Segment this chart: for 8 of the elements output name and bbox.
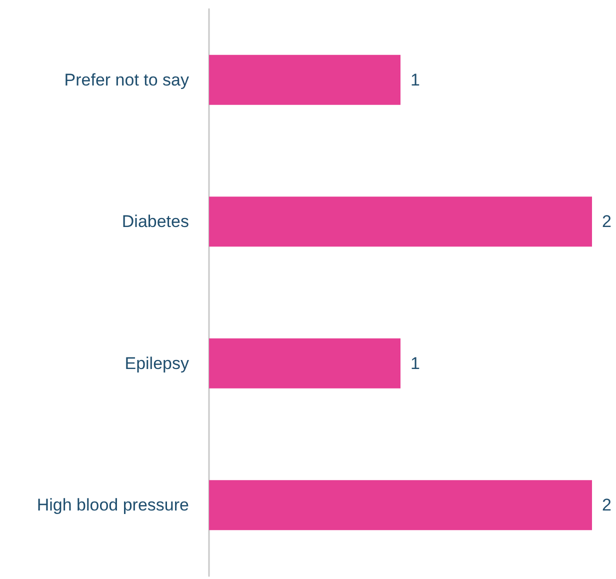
- y-tick-label: High blood pressure: [36, 496, 189, 515]
- data-label: 1: [410, 354, 420, 373]
- data-label: 2: [602, 212, 612, 232]
- y-tick-label: Prefer not to say: [64, 70, 190, 90]
- y-tick-label: Diabetes: [122, 212, 189, 232]
- data-label: 1: [410, 70, 420, 90]
- data-label: 2: [602, 496, 612, 515]
- y-tick-label: Epilepsy: [124, 354, 190, 373]
